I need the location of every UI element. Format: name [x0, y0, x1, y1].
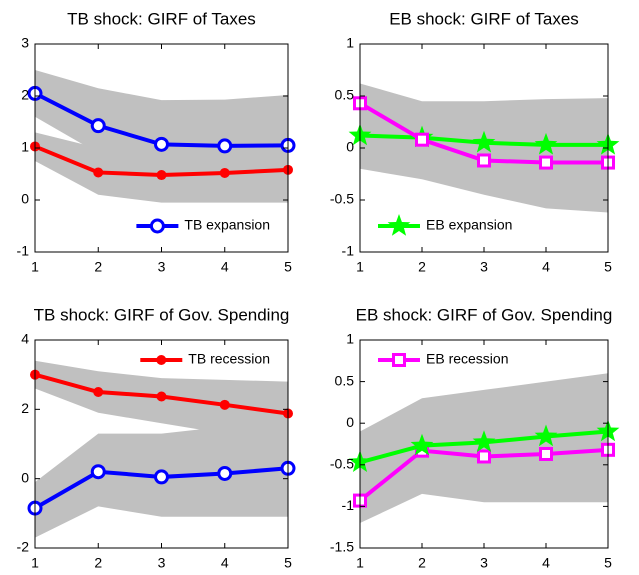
marker: [156, 170, 167, 181]
x-tick-label: 4: [542, 555, 550, 571]
legend-entry: TB expansion: [136, 217, 270, 234]
y-tick-label: -0.5: [330, 191, 354, 207]
legend-label: EB recession: [426, 351, 508, 367]
legend-marker: [149, 218, 165, 234]
y-tick-label: -1: [342, 497, 355, 513]
x-tick-label: 5: [284, 259, 292, 275]
x-tick-label: 4: [221, 259, 229, 275]
subplot-title: EB shock: GIRF of Taxes: [389, 9, 579, 28]
confidence-band: [360, 83, 608, 213]
marker: [477, 449, 491, 464]
legend-entry: EB expansion: [378, 214, 512, 236]
x-tick-label: 1: [31, 259, 39, 275]
y-tick-label: 1: [346, 35, 354, 51]
marker: [472, 430, 496, 452]
x-tick-label: 3: [158, 555, 166, 571]
x-tick-label: 1: [356, 555, 364, 571]
subplot: EB shock: GIRF of Taxes 1 2 3 4 5 -1 -0.5 0 0.5 1 E…: [330, 9, 620, 275]
y-tick-label: -1: [342, 243, 355, 259]
y-tick-label: 3: [21, 35, 29, 51]
marker: [539, 446, 553, 461]
marker: [217, 138, 233, 154]
x-tick-label: 2: [418, 555, 426, 571]
y-tick-label: -0.5: [330, 456, 354, 472]
y-tick-label: -1.5: [330, 539, 354, 555]
legend-marker: [387, 214, 411, 236]
subplot: TB shock: GIRF of Taxes 1 2 3 4 5 -1 0 1 2 3 TB exp…: [17, 9, 296, 275]
x-tick-label: 2: [94, 555, 102, 571]
marker: [156, 391, 167, 402]
x-tick-label: 3: [158, 259, 166, 275]
x-tick-label: 5: [604, 259, 612, 275]
x-tick-label: 3: [480, 555, 488, 571]
marker: [477, 153, 491, 168]
x-tick-label: 2: [418, 259, 426, 275]
marker: [472, 130, 496, 153]
subplot: TB shock: GIRF of Gov. Spending 1 2 3 4 5 -2 0 2…: [17, 305, 296, 571]
subplot-title: TB shock: GIRF of Gov. Spending: [34, 305, 290, 324]
marker: [90, 464, 106, 480]
y-tick-label: 0.5: [335, 372, 355, 388]
y-tick-label: 0: [346, 414, 354, 430]
subplot-title: EB shock: GIRF of Gov. Spending: [356, 305, 613, 324]
y-tick-label: 4: [21, 331, 29, 347]
y-tick-label: 0.5: [335, 87, 355, 103]
legend-entry: EB recession: [378, 351, 508, 367]
marker: [534, 132, 558, 155]
x-tick-label: 4: [542, 259, 550, 275]
marker: [154, 136, 169, 152]
y-tick-label: 1: [346, 331, 354, 347]
marker: [219, 399, 230, 410]
confidence-band: [360, 373, 608, 524]
legend-entry: TB recession: [140, 351, 270, 367]
marker: [539, 155, 553, 170]
y-tick-label: 2: [21, 400, 29, 416]
legend-label: TB expansion: [184, 217, 270, 233]
x-tick-label: 3: [480, 259, 488, 275]
legend-label: TB recession: [188, 351, 270, 367]
marker: [93, 387, 104, 397]
x-tick-label: 1: [31, 555, 39, 571]
x-tick-label: 2: [94, 259, 102, 275]
marker: [217, 465, 233, 481]
y-tick-label: 2: [21, 87, 29, 103]
x-tick-label: 5: [604, 555, 612, 571]
legend-label: EB expansion: [426, 217, 512, 233]
marker: [93, 167, 104, 178]
legend-marker: [392, 353, 406, 367]
y-tick-label: 1: [21, 139, 29, 155]
legend-marker: [156, 355, 167, 365]
y-tick-label: -2: [17, 539, 30, 555]
y-tick-label: 0: [346, 139, 354, 155]
marker: [410, 433, 434, 456]
marker: [154, 469, 169, 485]
subplot-title: TB shock: GIRF of Taxes: [67, 9, 256, 28]
marker: [415, 132, 429, 147]
marker: [90, 118, 106, 134]
x-tick-label: 1: [356, 259, 364, 275]
y-tick-label: 0: [21, 469, 29, 485]
x-tick-label: 4: [221, 555, 229, 571]
marker: [219, 167, 230, 178]
marker: [534, 424, 558, 447]
x-tick-label: 5: [284, 555, 292, 571]
y-tick-label: 0: [21, 191, 29, 207]
y-tick-label: -1: [17, 243, 30, 259]
